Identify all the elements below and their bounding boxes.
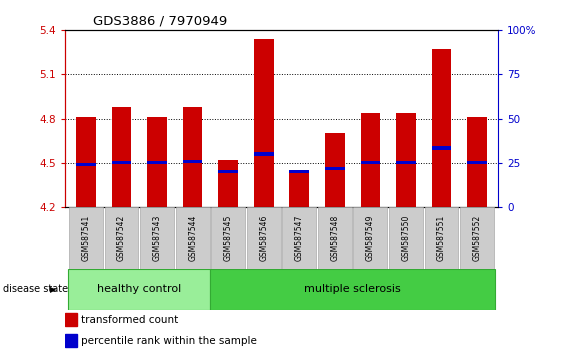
Bar xyxy=(148,117,167,207)
Bar xyxy=(112,161,131,165)
Text: GDS3886 / 7970949: GDS3886 / 7970949 xyxy=(93,14,227,27)
Bar xyxy=(69,207,103,269)
Bar xyxy=(425,207,458,269)
Bar xyxy=(432,147,451,150)
Text: percentile rank within the sample: percentile rank within the sample xyxy=(82,336,257,346)
Bar xyxy=(112,107,131,207)
Bar xyxy=(77,163,96,166)
Text: multiple sclerosis: multiple sclerosis xyxy=(304,284,401,295)
Bar xyxy=(289,173,309,207)
Bar xyxy=(176,207,209,269)
Bar xyxy=(318,207,352,269)
Text: GSM587550: GSM587550 xyxy=(401,215,410,261)
Bar xyxy=(325,133,345,207)
Bar xyxy=(289,170,309,173)
Bar xyxy=(389,207,423,269)
Text: GSM587546: GSM587546 xyxy=(259,215,268,261)
Bar xyxy=(183,160,203,163)
Text: GSM587548: GSM587548 xyxy=(330,215,339,261)
Bar xyxy=(360,161,380,165)
Bar xyxy=(467,117,486,207)
Bar xyxy=(396,161,415,165)
Text: GSM587541: GSM587541 xyxy=(82,215,91,261)
Bar xyxy=(140,207,174,269)
Bar xyxy=(65,335,77,347)
Bar xyxy=(211,269,495,310)
Text: GSM587549: GSM587549 xyxy=(366,215,375,261)
Bar xyxy=(68,269,211,310)
Bar xyxy=(396,113,415,207)
Bar xyxy=(65,313,77,326)
Text: GSM587543: GSM587543 xyxy=(153,215,162,261)
Bar xyxy=(218,160,238,207)
Bar xyxy=(183,107,203,207)
Bar xyxy=(325,167,345,170)
Bar xyxy=(247,207,280,269)
Bar xyxy=(467,161,486,165)
Text: GSM587551: GSM587551 xyxy=(437,215,446,261)
Bar xyxy=(432,49,451,207)
Text: healthy control: healthy control xyxy=(97,284,181,295)
Bar xyxy=(360,113,380,207)
Text: GSM587545: GSM587545 xyxy=(224,215,233,261)
Bar xyxy=(254,39,274,207)
Text: GSM587547: GSM587547 xyxy=(295,215,304,261)
Bar xyxy=(77,117,96,207)
Text: GSM587552: GSM587552 xyxy=(472,215,481,261)
Bar xyxy=(211,207,245,269)
Text: transformed count: transformed count xyxy=(82,314,178,325)
Text: GSM587544: GSM587544 xyxy=(188,215,197,261)
Bar xyxy=(218,170,238,173)
Text: disease state: disease state xyxy=(3,284,68,295)
Bar xyxy=(254,152,274,156)
Bar xyxy=(283,207,316,269)
Text: GSM587542: GSM587542 xyxy=(117,215,126,261)
Bar xyxy=(354,207,387,269)
Bar xyxy=(148,161,167,165)
Text: ▶: ▶ xyxy=(50,285,56,294)
Bar xyxy=(105,207,138,269)
Bar xyxy=(460,207,494,269)
